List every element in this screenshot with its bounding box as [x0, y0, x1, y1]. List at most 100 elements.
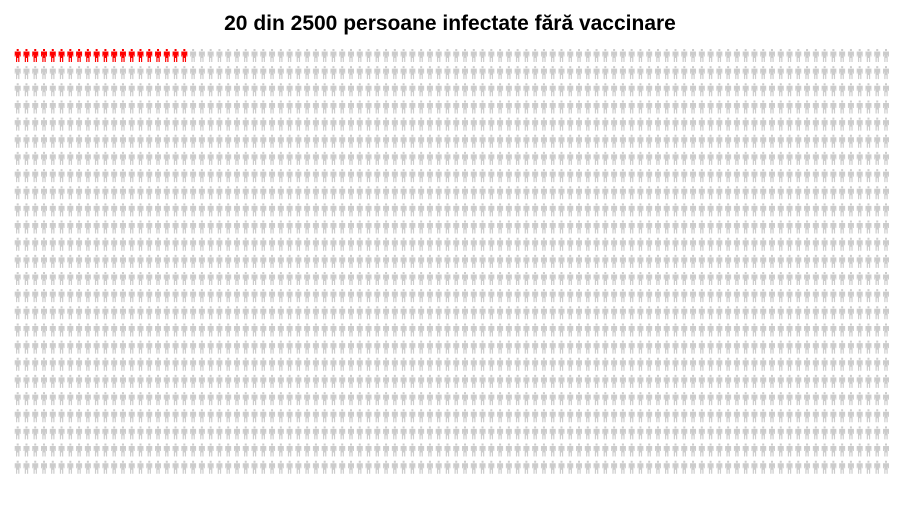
person-icon: [128, 272, 135, 285]
person-icon: [190, 203, 197, 217]
person-icon: [593, 134, 600, 148]
person-icon: [576, 220, 583, 234]
person-icon: [84, 409, 91, 423]
person-icon: [418, 49, 425, 62]
person-icon: [93, 306, 100, 320]
person-icon: [707, 392, 714, 406]
person-icon: [760, 340, 767, 354]
person-icon: [14, 220, 21, 234]
person-icon: [488, 151, 495, 165]
person-icon: [216, 151, 223, 165]
person-icon: [654, 203, 661, 217]
person-icon: [558, 289, 565, 303]
person-icon: [391, 83, 398, 97]
person-icon: [768, 409, 775, 423]
person-icon: [821, 151, 828, 165]
person-icon: [93, 186, 100, 200]
person-icon: [190, 134, 197, 148]
person-icon: [172, 220, 179, 234]
person-icon: [119, 237, 126, 251]
person-icon: [137, 100, 144, 114]
person-icon: [646, 340, 653, 354]
person-icon: [198, 460, 205, 474]
person-icon: [733, 151, 740, 165]
person-icon: [190, 323, 197, 337]
person-icon: [733, 392, 740, 406]
person-icon: [41, 443, 48, 457]
person-icon: [479, 186, 486, 200]
person-icon: [619, 66, 626, 80]
person-icon: [523, 306, 530, 320]
person-icon: [269, 323, 276, 337]
person-icon: [847, 237, 854, 251]
person-icon: [453, 100, 460, 114]
person-icon: [119, 220, 126, 234]
person-icon: [865, 66, 872, 80]
person-icon: [76, 272, 83, 285]
person-icon: [32, 169, 39, 183]
person-icon: [330, 392, 337, 406]
person-icon: [190, 289, 197, 303]
person-icon: [426, 357, 433, 371]
person-icon: [751, 134, 758, 148]
person-icon: [619, 323, 626, 337]
person-icon: [786, 289, 793, 303]
person-icon: [409, 357, 416, 371]
person-icon: [374, 83, 381, 97]
person-icon: [444, 100, 451, 114]
person-icon: [883, 203, 889, 217]
person-icon: [207, 134, 214, 148]
person-icon: [865, 443, 872, 457]
person-icon: [102, 426, 109, 440]
person-icon: [856, 117, 863, 131]
person-icon: [865, 186, 872, 200]
person-icon: [847, 443, 854, 457]
person-icon: [523, 151, 530, 165]
person-icon: [593, 100, 600, 114]
person-icon: [602, 169, 609, 183]
person-icon: [584, 83, 591, 97]
person-icon: [312, 409, 319, 423]
person-icon: [733, 254, 740, 268]
person-icon-infected: [172, 49, 179, 62]
person-icon: [146, 272, 153, 285]
person-icon: [321, 66, 328, 80]
person-icon: [716, 203, 723, 217]
person-icon: [663, 134, 670, 148]
person-icon: [707, 409, 714, 423]
person-icon: [479, 169, 486, 183]
person-icon: [663, 83, 670, 97]
person-icon: [444, 49, 451, 62]
person-icon: [172, 134, 179, 148]
person-icon: [646, 169, 653, 183]
person-icon: [155, 443, 162, 457]
person-icon: [462, 83, 469, 97]
person-icon: [514, 151, 521, 165]
person-icon: [198, 151, 205, 165]
person-icon: [356, 340, 363, 354]
person-icon: [347, 186, 354, 200]
person-icon: [549, 151, 556, 165]
person-icon: [839, 220, 846, 234]
person-icon: [137, 409, 144, 423]
person-icon: [23, 134, 30, 148]
person-icon: [698, 83, 705, 97]
person-icon: [137, 66, 144, 80]
person-icon: [163, 306, 170, 320]
person-icon: [681, 134, 688, 148]
person-icon: [181, 186, 188, 200]
person-icon: [242, 134, 249, 148]
person-icon: [532, 169, 539, 183]
person-icon: [181, 289, 188, 303]
person-icon: [619, 357, 626, 371]
person-icon: [137, 151, 144, 165]
person-icon: [672, 254, 679, 268]
person-icon: [619, 426, 626, 440]
person-icon: [830, 272, 837, 285]
person-icon: [839, 117, 846, 131]
person-icon: [567, 443, 574, 457]
person-icon: [576, 134, 583, 148]
person-icon: [593, 49, 600, 62]
person-icon: [462, 100, 469, 114]
person-icon: [400, 100, 407, 114]
